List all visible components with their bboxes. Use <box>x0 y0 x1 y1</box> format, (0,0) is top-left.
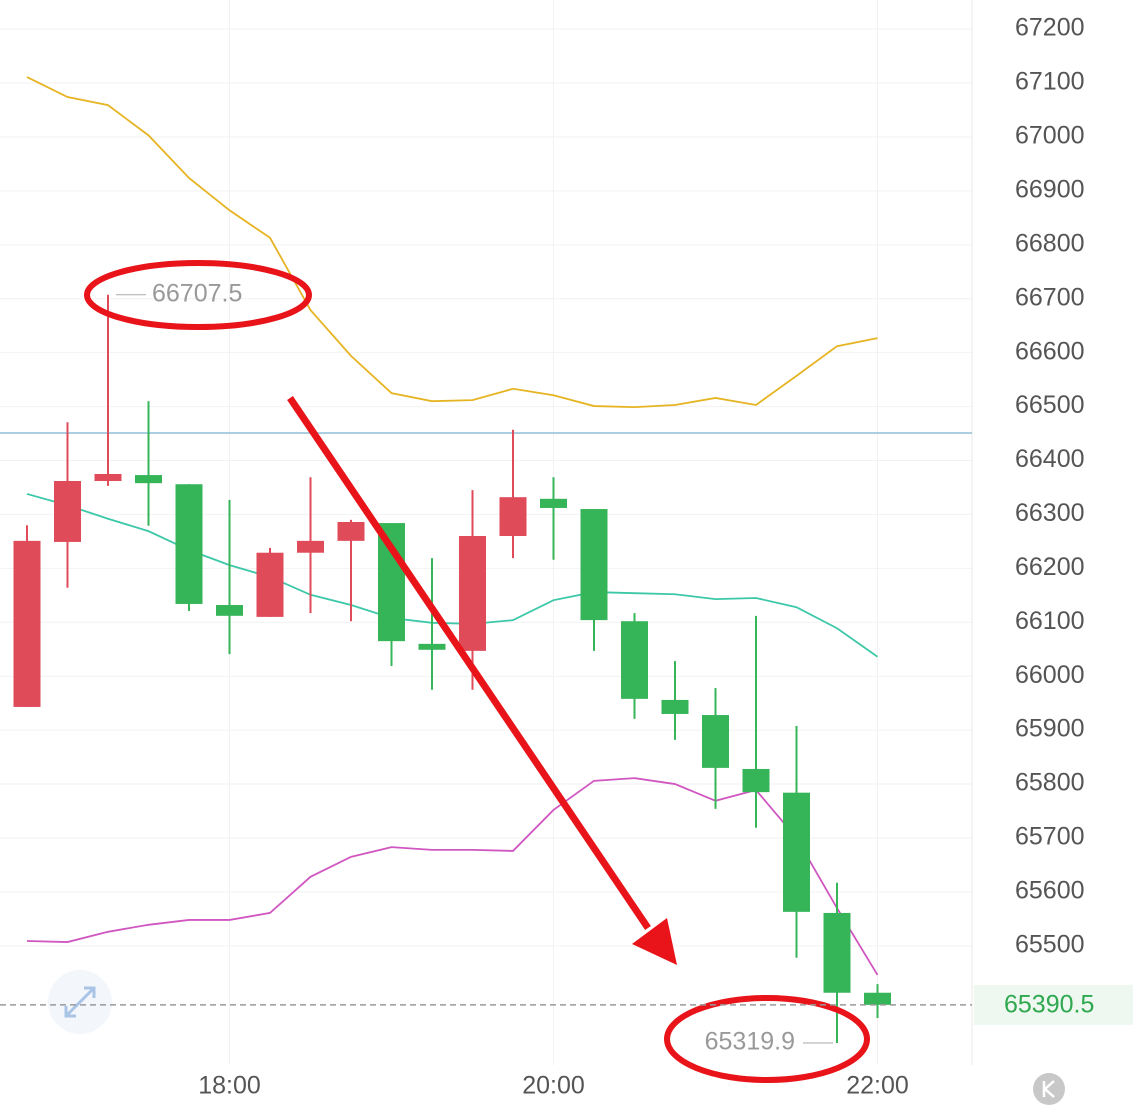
candle-body <box>378 523 405 642</box>
y-tick-label: 66300 <box>1015 499 1085 527</box>
indicator-line <box>26 76 878 409</box>
candle-body <box>337 521 365 541</box>
candle-body <box>297 540 324 553</box>
y-tick-label: 65800 <box>1015 769 1085 797</box>
y-tick-label: 66800 <box>1015 229 1085 257</box>
candle-body <box>459 536 486 651</box>
x-tick-label: 18:00 <box>198 1072 261 1100</box>
candle-body <box>256 552 284 617</box>
candle-body <box>216 605 243 616</box>
candle-body <box>661 699 689 714</box>
y-tick-label: 66600 <box>1015 337 1085 365</box>
indicator-line <box>26 493 879 658</box>
arrow-head <box>632 918 677 965</box>
candle-body <box>540 498 567 508</box>
trend-arrow <box>287 396 651 930</box>
y-tick-label: 66200 <box>1015 553 1085 581</box>
candle-body <box>580 509 608 621</box>
current-price-label: 65390.5 <box>1004 990 1094 1018</box>
y-tick-label: 66500 <box>1015 391 1085 419</box>
y-tick-label: 66100 <box>1015 607 1085 635</box>
candle-body <box>864 992 891 1005</box>
y-tick-label: 66700 <box>1015 283 1085 311</box>
candle-body <box>499 497 527 537</box>
y-tick-label: 65500 <box>1015 930 1085 958</box>
expand-icon <box>64 986 96 1018</box>
y-tick-label: 66400 <box>1015 445 1085 473</box>
candle-body <box>418 643 446 650</box>
y-tick-label: 66900 <box>1015 176 1085 204</box>
y-tick-label: 67200 <box>1015 14 1085 42</box>
candle-body <box>702 715 729 768</box>
y-tick-label: 65700 <box>1015 823 1085 851</box>
candle-body <box>175 484 203 604</box>
k-icon <box>1042 1080 1055 1098</box>
y-tick-label: 66000 <box>1015 661 1085 689</box>
button-bg <box>1033 1073 1065 1105</box>
candle-body <box>823 912 851 993</box>
candle-body <box>783 792 810 912</box>
candle-body <box>742 768 770 793</box>
y-tick-label: 67100 <box>1015 68 1085 96</box>
current-price-bg <box>974 984 1133 1025</box>
plot <box>0 76 972 1043</box>
k-button[interactable] <box>1033 1073 1065 1105</box>
high-label: 66707.5 <box>152 279 242 307</box>
x-tick-label: 22:00 <box>846 1072 909 1100</box>
highlight-ellipse <box>664 995 870 1083</box>
candle-body <box>13 540 41 707</box>
indicator-line <box>26 777 879 976</box>
candle-body <box>54 481 81 542</box>
candle-body <box>94 473 122 482</box>
y-tick-label: 65900 <box>1015 715 1085 743</box>
y-tick-label: 65600 <box>1015 877 1085 905</box>
expand-button[interactable] <box>48 970 112 1034</box>
highlight-ellipse <box>84 260 312 330</box>
grid <box>0 0 972 1065</box>
y-tick-label: 67000 <box>1015 122 1085 150</box>
x-tick-label: 20:00 <box>522 1072 585 1100</box>
candle-body <box>135 475 162 484</box>
low-label: 65319.9 <box>705 1028 795 1056</box>
annotations <box>84 260 870 1083</box>
candle-body <box>621 621 648 699</box>
